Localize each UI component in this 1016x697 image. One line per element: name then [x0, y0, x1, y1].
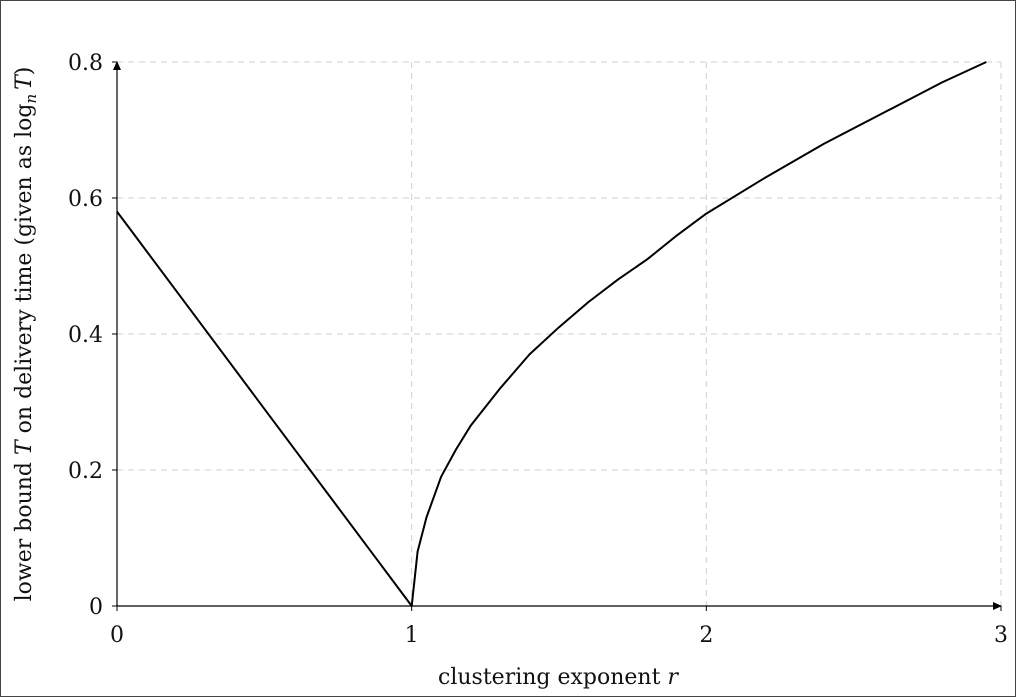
x-tick-label: 1: [405, 623, 419, 648]
y-axis-label-rest: on delivery time (given as log: [12, 104, 37, 434]
x-tick-label: 0: [110, 623, 124, 648]
tick-labels: 0 1 2 3 0 0.2 0.4 0.6 0.8: [68, 51, 1008, 648]
y-axis-label-var: T: [12, 438, 37, 455]
axes: [112, 61, 1002, 611]
x-axis-label-var: r: [667, 665, 679, 690]
x-tick-label: 3: [994, 623, 1008, 648]
y-tick-label: 0.4: [68, 323, 103, 348]
y-axis-label-text: lower bound: [12, 462, 37, 601]
y-axis-label-sub: n: [22, 94, 40, 104]
x-axis-label-text: clustering exponent: [438, 665, 661, 690]
y-axis-title: lower bound T on delivery time (given as…: [12, 67, 40, 602]
series-line: [116, 61, 987, 607]
grid: [117, 61, 1002, 606]
x-tick-label: 2: [699, 623, 713, 648]
y-axis-label-var2: T: [12, 73, 37, 90]
y-axis-label-close: ): [12, 67, 37, 76]
series: [116, 61, 987, 607]
y-tick-label: 0.2: [68, 459, 103, 484]
y-tick-label: 0: [89, 595, 103, 620]
y-tick-label: 0.6: [68, 187, 103, 212]
x-axis-title: clustering exponent r: [438, 665, 679, 690]
y-tick-label: 0.8: [68, 51, 103, 76]
